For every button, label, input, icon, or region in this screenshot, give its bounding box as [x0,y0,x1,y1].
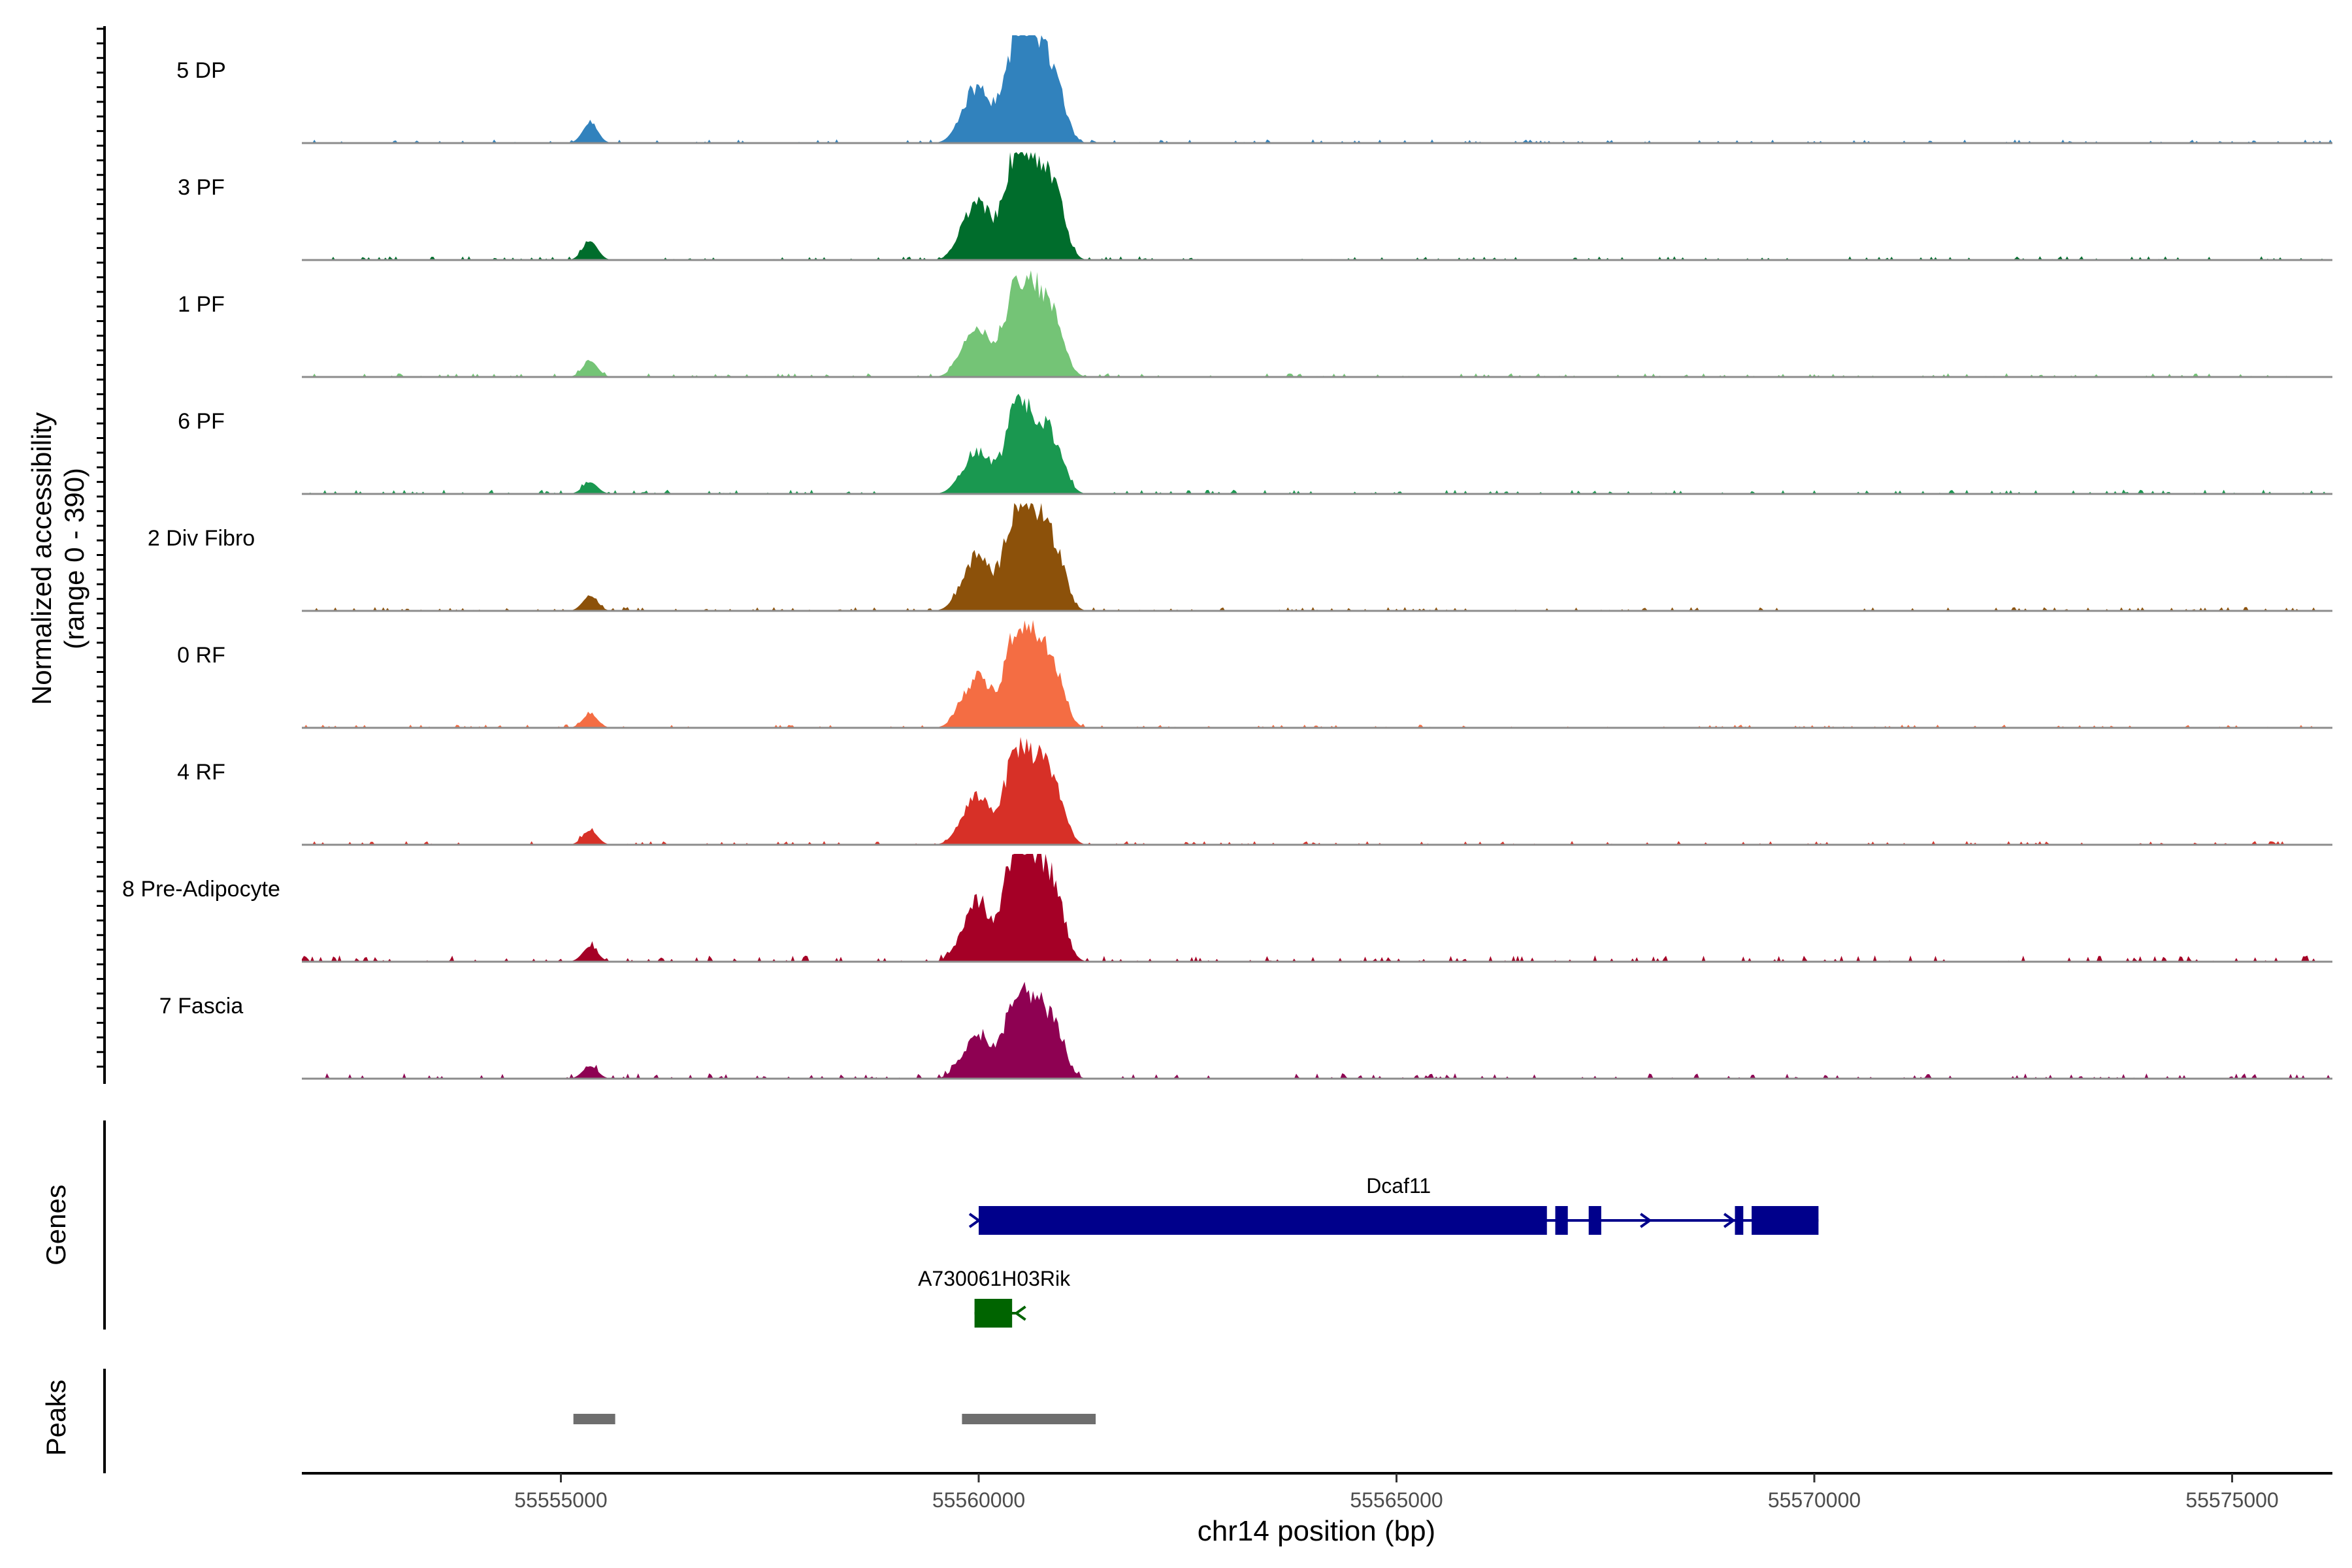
peaks-track [103,1369,1096,1473]
track-label: 5 DP [176,58,226,83]
coverage-area [302,270,2332,377]
x-tick-label: 55575000 [2185,1488,2278,1512]
track-label: 3 PF [178,175,225,200]
track-0-rf: 0 RF [177,620,2332,729]
coverage-area [302,854,2332,962]
x-tick-label: 55555000 [514,1488,607,1512]
track-label: 0 RF [177,643,225,668]
track-7-fascia: 7 Fascia [159,981,2332,1080]
y-axis-title-line2: (range 0 - 390) [59,468,90,649]
strand-arrow [1723,1213,1736,1228]
x-tick-label: 55565000 [1350,1488,1443,1512]
coverage-area [302,152,2332,260]
coverage-area [302,503,2332,611]
track-8-pre-adipocyte: 8 Pre-Adipocyte [122,854,2332,963]
track-1-pf: 1 PF [178,270,2332,378]
strand-arrow [1640,1213,1652,1228]
coverage-tracks: 5 DP 3 PF 1 PF 6 PF 2 Div Fibro 0 RF 4 RF 8 Pre… [122,35,2332,1080]
track-label: 7 Fascia [159,994,244,1019]
coverage-area [302,35,2332,143]
genes-axis-title: Genes [41,1184,71,1266]
gene-exon [979,1206,1547,1235]
strand-arrow [968,1213,981,1228]
track-6-pf: 6 PF [178,393,2332,495]
track-5-dp: 5 DP [176,35,2332,144]
strand-arrow [1014,1305,1026,1321]
gene-exon [1555,1206,1568,1235]
track-label: 2 Div Fibro [148,526,255,551]
track-2-div-fibro: 2 Div Fibro [148,503,2332,612]
coverage-area [302,393,2332,494]
track-3-pf: 3 PF [178,152,2332,261]
coverage-area [302,737,2332,845]
peak-region [573,1414,615,1424]
y-axis-title-line1: Normalized accessibility [26,412,57,705]
track-label: 8 Pre-Adipocyte [122,877,280,902]
gene-exon [974,1299,1013,1328]
track-label: 1 PF [178,292,225,317]
gene-label: A730061H03Rik [918,1267,1071,1290]
track-4-rf: 4 RF [177,737,2332,846]
x-axis-title: chr14 position (bp) [1198,1515,1435,1547]
gene-dcaf11: Dcaf11 [968,1174,1819,1235]
gene-label: Dcaf11 [1366,1174,1431,1198]
x-tick-label: 55570000 [1768,1488,1861,1512]
coverage-area [302,981,2332,1079]
coverage-area [302,620,2332,728]
x-tick-label: 55560000 [932,1488,1025,1512]
track-label: 6 PF [178,409,225,434]
track-label: 4 RF [177,760,225,785]
gene-exon [1735,1206,1744,1235]
genes-track: Dcaf11 A730061H03Rik [103,1120,1819,1330]
x-axis: 55555000 55560000 55565000 55570000 55575000 [302,1472,2332,1512]
gene-exon [1588,1206,1601,1235]
coverage-y-axis [97,26,106,1084]
gene-a730061h03rik: A730061H03Rik [918,1267,1071,1328]
peak-region [962,1414,1096,1424]
gene-exon [1752,1206,1819,1235]
peaks-axis-title: Peaks [41,1380,71,1456]
